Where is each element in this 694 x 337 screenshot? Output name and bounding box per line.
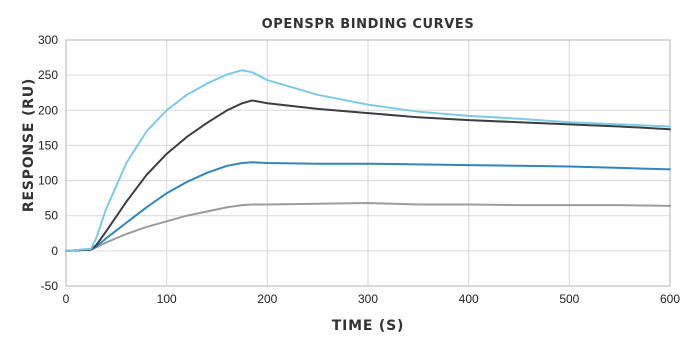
x-tick-label: 500 bbox=[559, 292, 579, 306]
series-line-1 bbox=[65, 69, 671, 252]
x-tick-label: 100 bbox=[157, 292, 177, 306]
x-tick-label: 200 bbox=[257, 292, 277, 306]
y-tick-label: 250 bbox=[38, 68, 58, 82]
y-tick-label: 50 bbox=[45, 209, 59, 223]
y-tick-label: 150 bbox=[38, 138, 58, 152]
x-axis-ticks: 0 100 200 300 400 500 600 bbox=[63, 292, 681, 306]
y-tick-label: 100 bbox=[38, 174, 58, 188]
x-tick-label: 400 bbox=[459, 292, 479, 306]
x-axis-title: TIME (S) bbox=[332, 318, 404, 334]
y-axis-ticks: -50 0 50 100 150 200 250 300 bbox=[38, 33, 58, 293]
y-axis-title: RESPONSE (RU) bbox=[21, 78, 37, 212]
y-tick-label: 300 bbox=[38, 33, 58, 47]
series-line-4 bbox=[65, 202, 671, 252]
y-tick-label: -50 bbox=[41, 279, 59, 293]
y-tick-label: 0 bbox=[51, 244, 58, 258]
y-tick-label: 200 bbox=[38, 103, 58, 117]
series-group bbox=[65, 69, 671, 252]
series-line-3 bbox=[65, 161, 671, 252]
x-tick-label: 600 bbox=[660, 292, 680, 306]
series-line-2 bbox=[65, 99, 671, 252]
plot-area-frame bbox=[65, 39, 671, 287]
chart-title: OPENSPR BINDING CURVES bbox=[262, 17, 475, 32]
x-tick-label: 0 bbox=[63, 292, 70, 306]
x-tick-label: 300 bbox=[358, 292, 378, 306]
